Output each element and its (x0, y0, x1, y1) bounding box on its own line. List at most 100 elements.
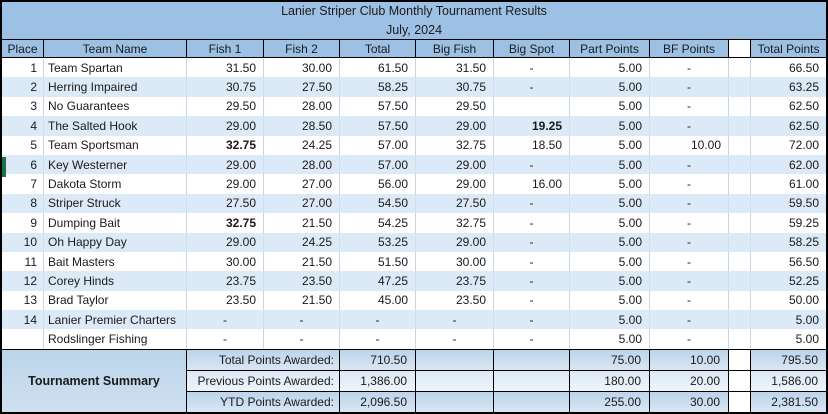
cell-bf-points[interactable]: - (649, 271, 728, 291)
cell-total[interactable]: 58.25 (339, 77, 415, 97)
column-header-big-spot[interactable]: Big Spot (493, 40, 569, 58)
cell-big-fish[interactable]: - (415, 310, 493, 330)
sheet-subtitle[interactable]: July, 2024 (2, 21, 826, 40)
summary-part-points[interactable]: 180.00 (569, 369, 649, 391)
cell-total-points[interactable]: 50.00 (750, 290, 826, 311)
cell-fish1[interactable]: 32.75 (186, 135, 263, 155)
summary-value[interactable]: 2,096.50 (339, 390, 415, 412)
cell-big-spot[interactable]: - (493, 251, 569, 272)
cell-total[interactable]: 47.25 (339, 271, 415, 291)
cell-total-points[interactable]: 72.00 (750, 135, 826, 155)
cell-total[interactable]: - (339, 329, 415, 349)
cell-total[interactable]: 57.50 (339, 116, 415, 136)
cell-big-spot[interactable]: - (493, 329, 569, 349)
cell-total-points[interactable]: 62.50 (750, 116, 826, 136)
cell-fish2[interactable]: 21.50 (263, 290, 339, 311)
cell-fish1[interactable]: 27.50 (186, 193, 263, 214)
cell-part-points[interactable]: 5.00 (569, 213, 649, 233)
cell-bf-points[interactable]: - (649, 251, 728, 272)
cell-total[interactable]: 57.50 (339, 96, 415, 117)
cell-fish2[interactable]: 27.00 (263, 193, 339, 214)
cell-total-points[interactable]: 63.25 (750, 77, 826, 97)
cell-place[interactable]: 12 (2, 271, 43, 291)
cell-bf-points[interactable]: - (649, 310, 728, 330)
cell-big-fish[interactable]: 31.50 (415, 58, 493, 78)
summary-empty-big-fish[interactable] (415, 348, 493, 370)
cell-place[interactable]: 9 (2, 213, 43, 233)
cell-big-fish[interactable]: 29.50 (415, 96, 493, 117)
cell-total-points[interactable]: 59.25 (750, 213, 826, 233)
cell-big-spot[interactable]: - (493, 213, 569, 233)
tournament-summary-label[interactable]: Tournament Summary (2, 348, 186, 412)
summary-empty-big-spot[interactable] (493, 348, 569, 370)
cell-fish1[interactable]: 23.50 (186, 290, 263, 311)
cell-fish1[interactable]: 30.75 (186, 77, 263, 97)
summary-bf-points[interactable]: 20.00 (649, 369, 728, 391)
cell-fish1[interactable]: 29.00 (186, 116, 263, 136)
cell-place[interactable]: 3 (2, 96, 43, 117)
cell-part-points[interactable]: 5.00 (569, 232, 649, 252)
cell-fish1[interactable]: 29.50 (186, 96, 263, 117)
cell-part-points[interactable]: 5.00 (569, 251, 649, 272)
cell-spacer[interactable] (728, 154, 750, 175)
column-header-fish1[interactable]: Fish 1 (186, 40, 263, 58)
cell-team[interactable]: Corey Hinds (43, 271, 186, 291)
cell-place[interactable]: 10 (2, 232, 43, 252)
cell-place[interactable]: 13 (2, 290, 43, 311)
cell-big-spot[interactable]: - (493, 310, 569, 330)
cell-total-points[interactable]: 5.00 (750, 310, 826, 330)
cell-team[interactable]: Oh Happy Day (43, 232, 186, 252)
cell-total-points[interactable]: 52.25 (750, 271, 826, 291)
cell-part-points[interactable]: 5.00 (569, 77, 649, 97)
cell-team[interactable]: Team Spartan (43, 58, 186, 78)
cell-team[interactable]: The Salted Hook (43, 116, 186, 136)
summary-row-label[interactable]: YTD Points Awarded: (186, 390, 339, 412)
cell-big-spot[interactable]: - (493, 77, 569, 97)
column-header-bf-points[interactable]: BF Points (649, 40, 728, 58)
cell-bf-points[interactable]: - (649, 154, 728, 175)
summary-total-points[interactable]: 2,381.50 (750, 390, 826, 412)
cell-big-fish[interactable]: 29.00 (415, 154, 493, 175)
cell-big-spot[interactable]: 18.50 (493, 135, 569, 155)
sheet-title[interactable]: Lanier Striper Club Monthly Tournament R… (2, 2, 826, 21)
cell-big-fish[interactable]: 29.00 (415, 116, 493, 136)
column-header-place[interactable]: Place (2, 40, 43, 58)
column-header-part-points[interactable]: Part Points (569, 40, 649, 58)
cell-total-points[interactable]: 5.00 (750, 329, 826, 349)
cell-fish2[interactable]: - (263, 329, 339, 349)
cell-big-spot[interactable]: - (493, 232, 569, 252)
cell-big-spot[interactable]: - (493, 58, 569, 78)
cell-total[interactable]: 57.00 (339, 135, 415, 155)
summary-empty-big-fish[interactable] (415, 390, 493, 412)
cell-total[interactable]: 54.25 (339, 213, 415, 233)
cell-spacer[interactable] (728, 96, 750, 117)
cell-fish1[interactable]: 30.00 (186, 251, 263, 272)
cell-team[interactable]: Rodslinger Fishing (43, 329, 186, 349)
cell-fish2[interactable]: 24.25 (263, 135, 339, 155)
cell-big-fish[interactable]: 32.75 (415, 135, 493, 155)
column-header-team[interactable]: Team Name (43, 40, 186, 58)
cell-big-spot[interactable]: - (493, 271, 569, 291)
cell-big-fish[interactable]: 29.00 (415, 174, 493, 194)
cell-spacer[interactable] (728, 290, 750, 311)
summary-total-points[interactable]: 1,586.00 (750, 369, 826, 391)
cell-big-fish[interactable]: 29.00 (415, 232, 493, 252)
cell-bf-points[interactable]: - (649, 213, 728, 233)
cell-spacer[interactable] (728, 116, 750, 136)
cell-total[interactable]: - (339, 310, 415, 330)
cell-place[interactable]: 2 (2, 77, 43, 97)
cell-part-points[interactable]: 5.00 (569, 310, 649, 330)
cell-total-points[interactable]: 56.50 (750, 251, 826, 272)
cell-total[interactable]: 61.50 (339, 58, 415, 78)
cell-fish1[interactable]: 23.75 (186, 271, 263, 291)
cell-bf-points[interactable]: 10.00 (649, 135, 728, 155)
summary-part-points[interactable]: 75.00 (569, 348, 649, 370)
cell-place[interactable]: 8 (2, 193, 43, 214)
cell-team[interactable]: Team Sportsman (43, 135, 186, 155)
cell-bf-points[interactable]: - (649, 290, 728, 311)
cell-spacer[interactable] (728, 251, 750, 272)
cell-bf-points[interactable]: - (649, 96, 728, 117)
summary-total-points[interactable]: 795.50 (750, 348, 826, 370)
cell-spacer[interactable] (728, 232, 750, 252)
cell-spacer[interactable] (728, 58, 750, 78)
